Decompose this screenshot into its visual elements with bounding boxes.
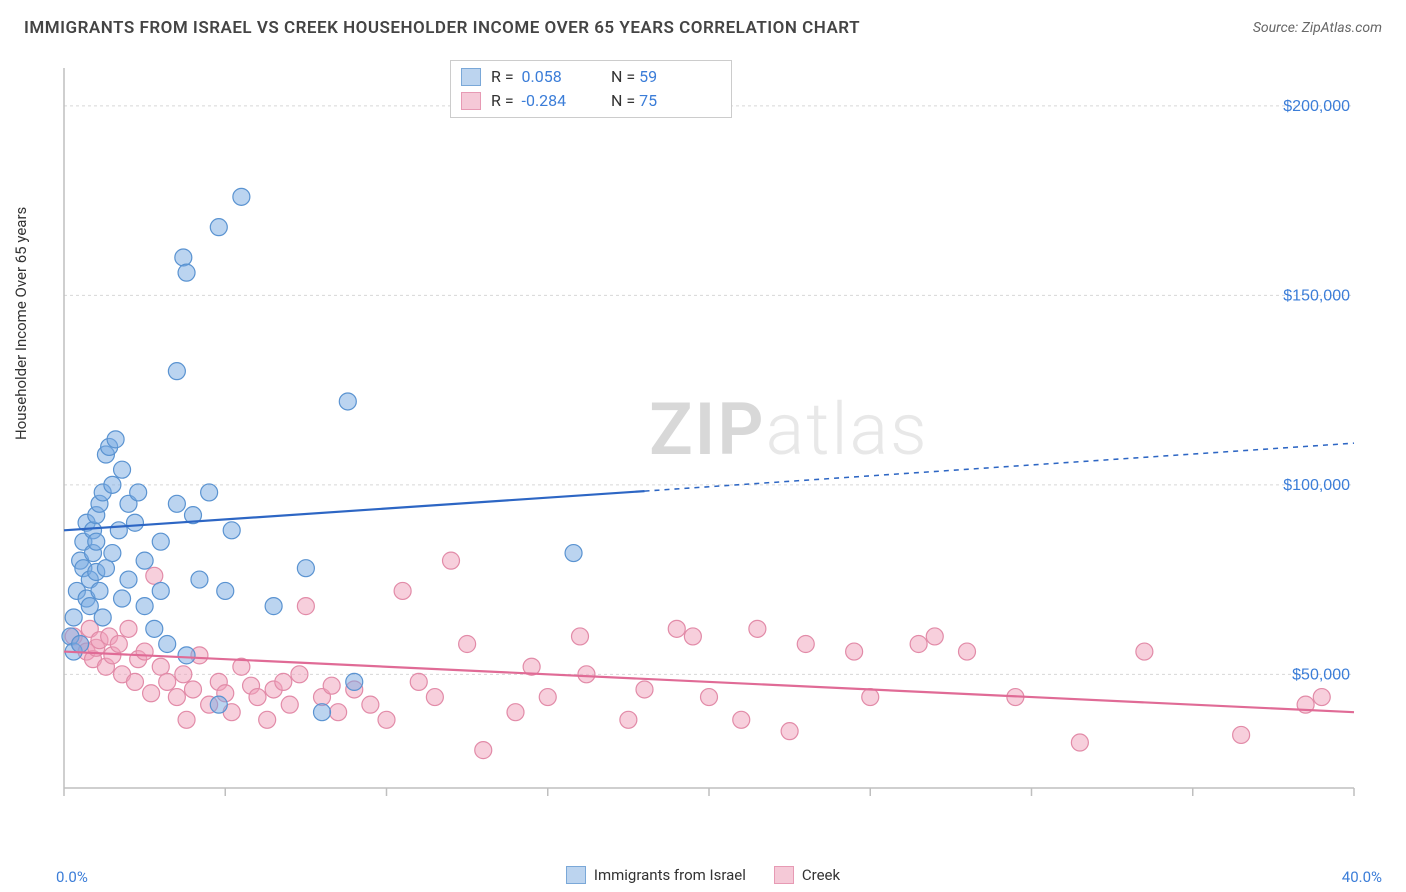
legend-label-series1: Creek [802,866,840,884]
legend-swatch-series0 [566,866,586,884]
legend-item-series0: Immigrants from Israel [566,866,746,884]
legend-swatch-series1 [774,866,794,884]
chart-header: IMMIGRANTS FROM ISRAEL VS CREEK HOUSEHOL… [0,0,1406,46]
stats-r-label-0: R = 0.058 [491,65,601,89]
svg-text:$150,000: $150,000 [1283,287,1350,304]
scatter-plot: $50,000 $100,000 $150,000 $200,000 [54,58,1384,818]
svg-text:$100,000: $100,000 [1283,477,1350,494]
stats-swatch-series0 [461,68,481,86]
chart-title: IMMIGRANTS FROM ISRAEL VS CREEK HOUSEHOL… [24,18,860,38]
y-axis-label: Householder Income Over 65 years [12,207,30,440]
stats-n-label-1: N = 75 [611,89,721,113]
stats-row-series0: R = 0.058 N = 59 [461,65,721,89]
chart-source: Source: ZipAtlas.com [1253,20,1382,36]
chart-area: $50,000$100,000$150,000$200,000 ZIPatlas [54,58,1384,818]
bottom-legend: Immigrants from Israel Creek [0,866,1406,884]
legend-label-series0: Immigrants from Israel [594,866,746,884]
svg-text:$200,000: $200,000 [1283,98,1350,115]
svg-text:$50,000: $50,000 [1292,666,1350,683]
legend-item-series1: Creek [774,866,840,884]
stats-n-label-0: N = 59 [611,65,721,89]
stats-swatch-series1 [461,92,481,110]
stats-row-series1: R = -0.284 N = 75 [461,89,721,113]
stats-r-label-1: R = -0.284 [491,89,601,113]
stats-legend-box: R = 0.058 N = 59 R = -0.284 N = 75 [450,60,732,118]
